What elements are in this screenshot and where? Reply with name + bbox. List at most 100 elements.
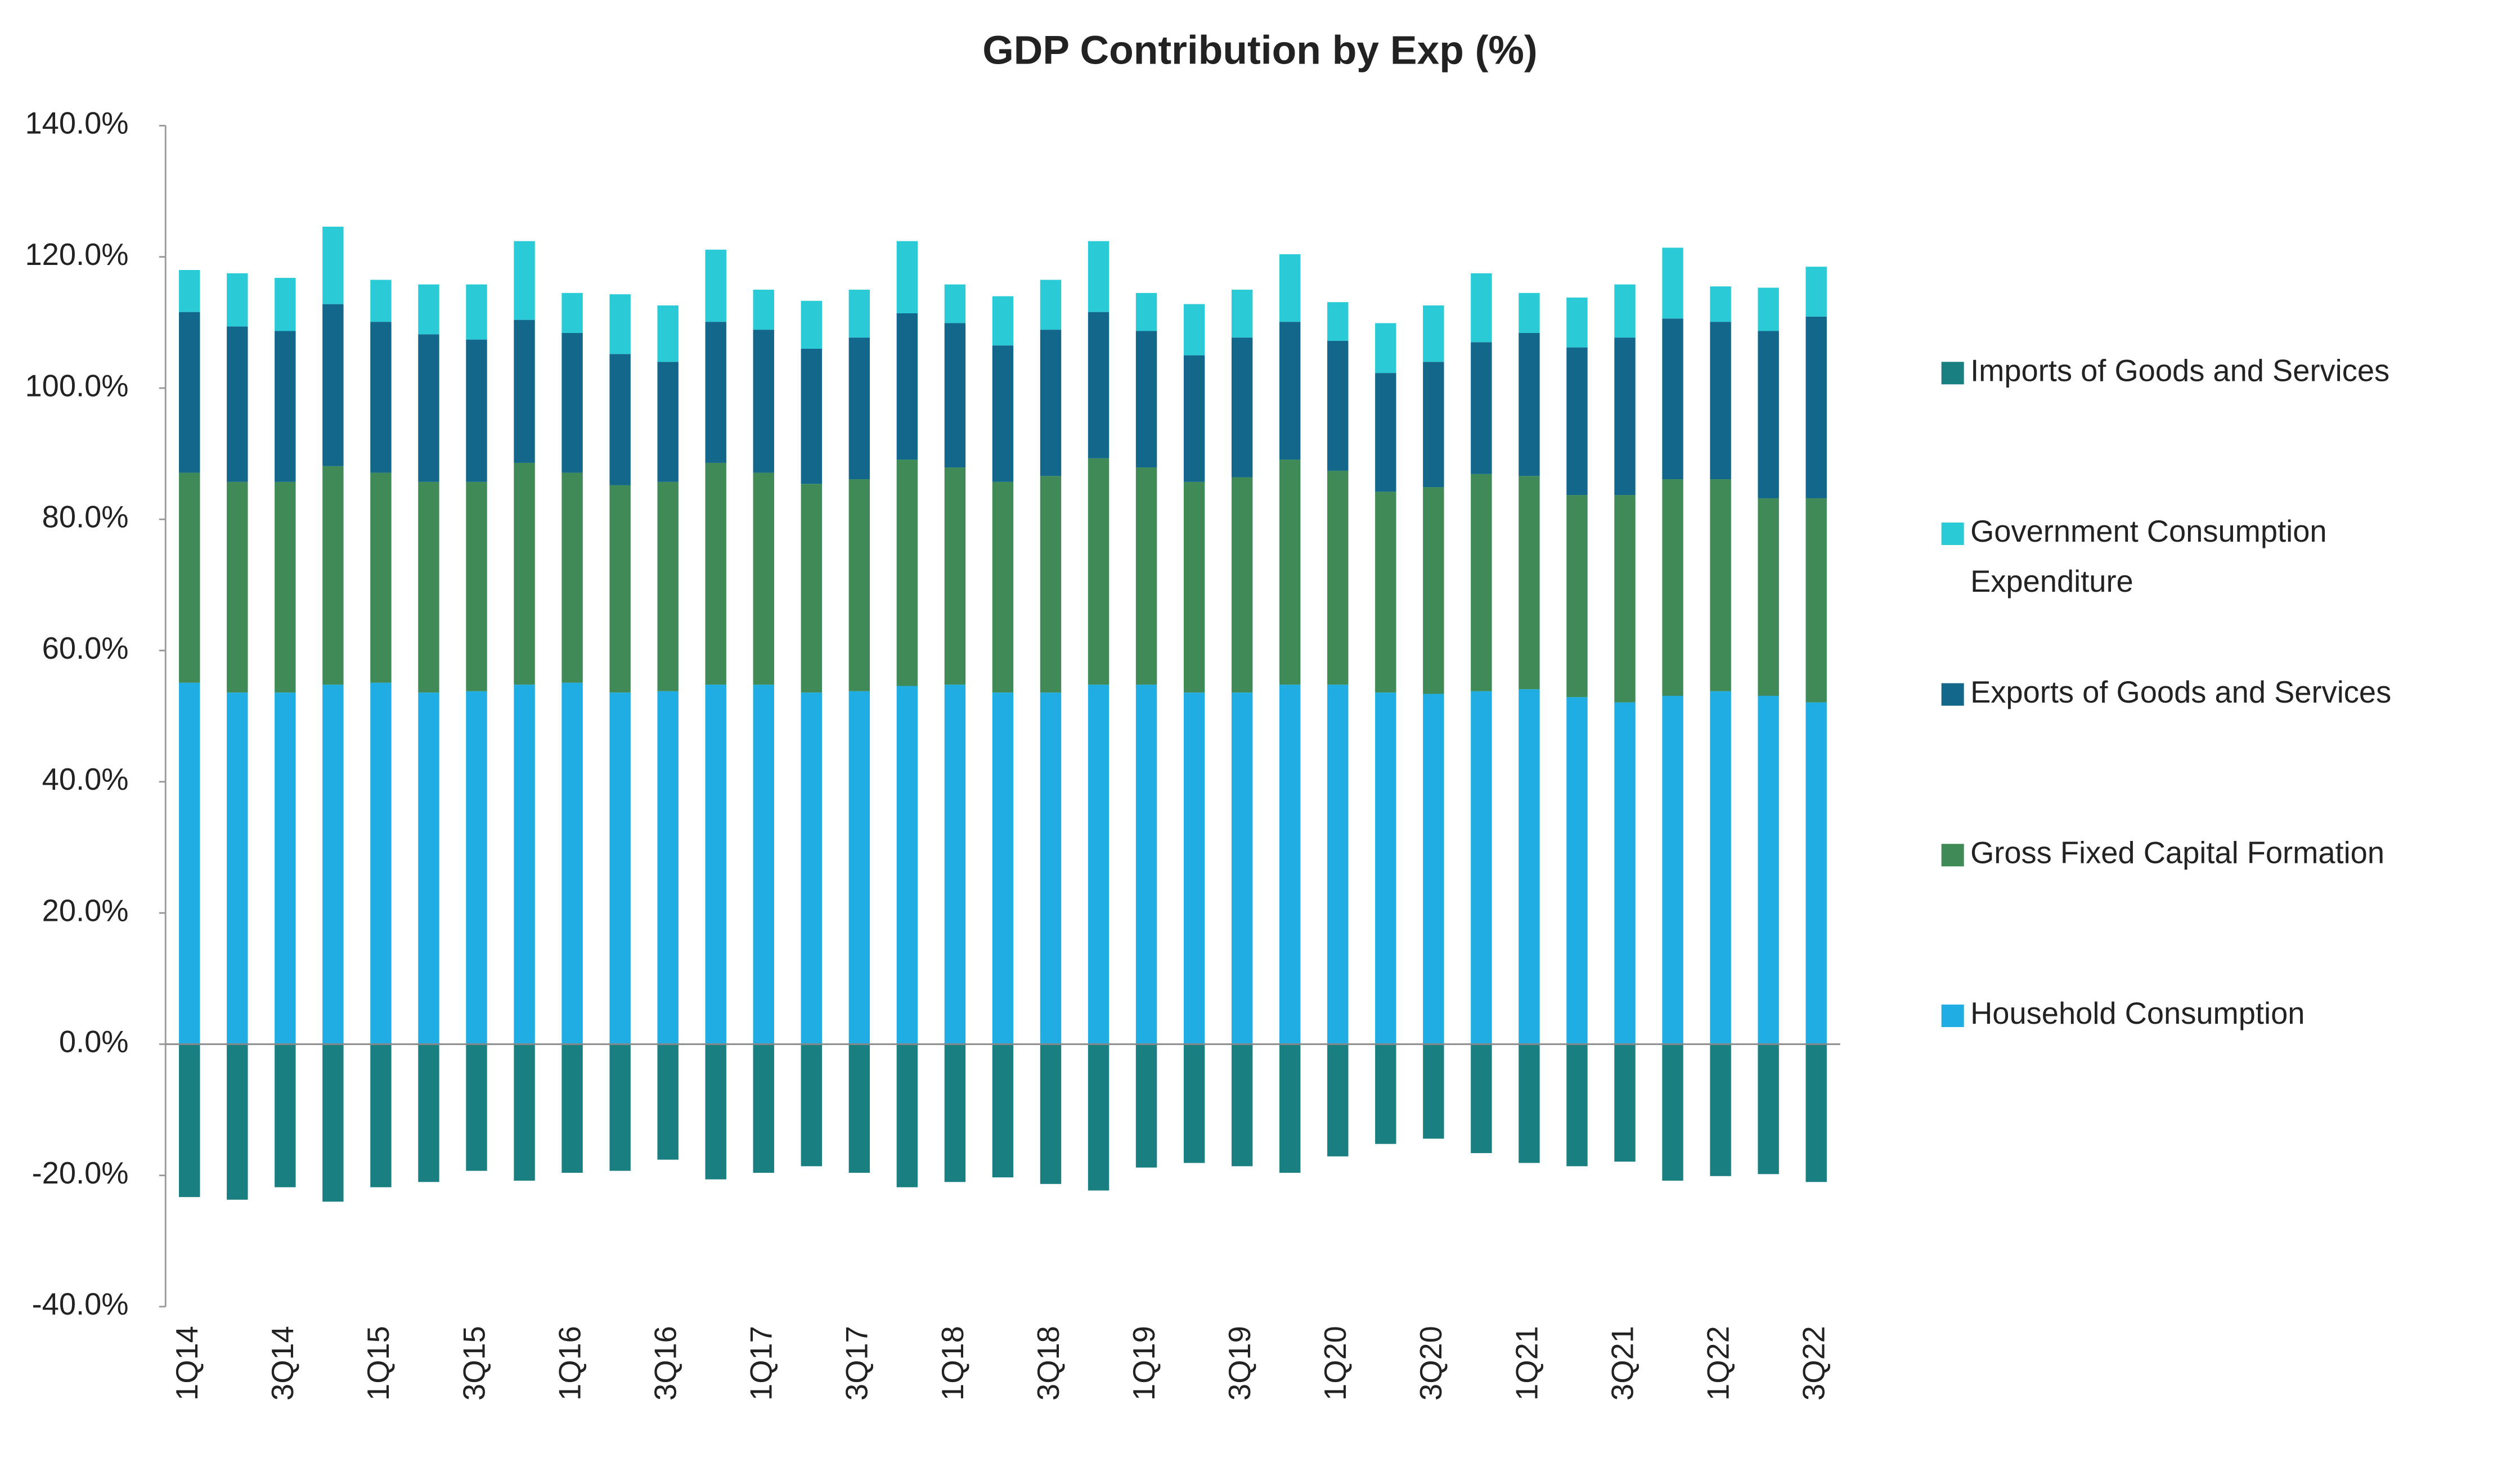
bar-segment bbox=[227, 1044, 248, 1200]
legend-entry: Exports of Goods and Services bbox=[1970, 677, 2392, 711]
bar-segment bbox=[1279, 685, 1301, 1045]
bar-segment bbox=[896, 460, 918, 686]
y-tick-label: 0.0% bbox=[59, 1025, 129, 1059]
bar-segment bbox=[179, 312, 200, 473]
bar-segment bbox=[1135, 685, 1157, 1045]
x-tick-label: 1Q14 bbox=[170, 1326, 204, 1401]
bar-segment bbox=[609, 692, 631, 1045]
bar-segment bbox=[705, 322, 726, 463]
bar-segment bbox=[1135, 331, 1157, 468]
bar-segment bbox=[1327, 470, 1349, 685]
bar-segment bbox=[1614, 338, 1636, 496]
bar-segment bbox=[466, 284, 487, 340]
legend-label: Exports of Goods and Services bbox=[1970, 677, 2392, 711]
bar-segment bbox=[370, 280, 392, 322]
bar-segment bbox=[275, 482, 296, 693]
bar-segment bbox=[1758, 695, 1779, 1045]
y-tick-label: 40.0% bbox=[42, 762, 129, 796]
legend-swatch bbox=[1941, 522, 1964, 545]
bar-segment bbox=[275, 1044, 296, 1187]
bar-segment bbox=[848, 691, 870, 1045]
bar-segment bbox=[562, 1044, 583, 1173]
bar-segment bbox=[1519, 292, 1540, 333]
bar-segment bbox=[322, 1044, 344, 1202]
x-tick-label: 3Q18 bbox=[1031, 1326, 1066, 1401]
legend-entry: Imports of Goods and Services bbox=[1970, 355, 2390, 389]
x-tick-label: 1Q18 bbox=[936, 1326, 970, 1401]
legend-label: Household Consumption bbox=[1970, 998, 2305, 1032]
bar-segment bbox=[1279, 460, 1301, 685]
bar-segment bbox=[1040, 476, 1062, 693]
bar-segment bbox=[322, 685, 344, 1045]
x-tick-label: 1Q20 bbox=[1318, 1326, 1353, 1401]
bar-segment bbox=[1375, 692, 1396, 1045]
bar-segment bbox=[418, 334, 439, 482]
bar-segment bbox=[179, 682, 200, 1045]
bar-segment bbox=[1183, 692, 1205, 1045]
bar-segment bbox=[1519, 1044, 1540, 1163]
bar-segment bbox=[657, 1044, 679, 1160]
bar-segment bbox=[370, 472, 392, 683]
bar-segment bbox=[1805, 498, 1827, 703]
y-tick-label: -40.0% bbox=[32, 1287, 129, 1321]
x-tick-label: 1Q22 bbox=[1701, 1326, 1735, 1401]
bar-segment bbox=[992, 296, 1014, 346]
bar-segment bbox=[944, 1044, 966, 1182]
bar-segment bbox=[944, 284, 966, 323]
bar-segment bbox=[562, 472, 583, 683]
bar-segment bbox=[1471, 691, 1492, 1045]
bar-segment bbox=[1088, 1044, 1109, 1191]
x-tick-label: 1Q19 bbox=[1127, 1326, 1161, 1401]
bar-segment bbox=[1471, 1044, 1492, 1153]
y-tick-label: 140.0% bbox=[25, 106, 128, 141]
bar-segment bbox=[657, 482, 679, 691]
bar-segment bbox=[1805, 316, 1827, 498]
bar-segment bbox=[1519, 476, 1540, 690]
bar-segment bbox=[1088, 685, 1109, 1045]
x-tick-label: 3Q15 bbox=[457, 1326, 491, 1401]
bar-segment bbox=[562, 332, 583, 473]
bar-segment bbox=[801, 692, 822, 1045]
bar-segment bbox=[609, 354, 631, 485]
y-tick-label: -20.0% bbox=[32, 1156, 129, 1190]
bar-segment bbox=[1805, 267, 1827, 317]
bar-segment bbox=[1040, 692, 1062, 1045]
bar-segment bbox=[896, 313, 918, 460]
bar-segment bbox=[1614, 495, 1636, 703]
bar-segment bbox=[753, 685, 774, 1045]
bar-segment bbox=[275, 692, 296, 1045]
bar-segment bbox=[1375, 323, 1396, 374]
bar-segment bbox=[1758, 498, 1779, 696]
bar-segment bbox=[179, 1044, 200, 1198]
bar-segment bbox=[1519, 332, 1540, 476]
bar-segment bbox=[275, 331, 296, 482]
bar-segment bbox=[562, 682, 583, 1045]
bar-segment bbox=[657, 305, 679, 362]
bar-segment bbox=[1758, 1044, 1779, 1174]
bar-segment bbox=[1375, 373, 1396, 492]
bar-segment bbox=[992, 345, 1014, 482]
bar-segment bbox=[657, 362, 679, 482]
bar-segment bbox=[992, 482, 1014, 693]
y-tick-label: 80.0% bbox=[42, 500, 129, 534]
legend-entry: Household Consumption bbox=[1970, 998, 2305, 1032]
bar-segment bbox=[1662, 695, 1683, 1045]
bar-segment bbox=[322, 466, 344, 685]
legend-label: Imports of Goods and Services bbox=[1970, 355, 2390, 389]
bar-segment bbox=[753, 1044, 774, 1173]
bar-segment bbox=[1662, 479, 1683, 696]
y-tick-label: 60.0% bbox=[42, 631, 129, 665]
bar-segment bbox=[944, 467, 966, 685]
bar-segment bbox=[753, 472, 774, 685]
bar-segment bbox=[609, 1044, 631, 1171]
bar-segment bbox=[1279, 254, 1301, 322]
x-tick-label: 1Q15 bbox=[361, 1326, 396, 1401]
bar-segment bbox=[1088, 312, 1109, 458]
bar-segment bbox=[944, 685, 966, 1045]
bar-segment bbox=[227, 692, 248, 1045]
bar-segment bbox=[1183, 355, 1205, 482]
bar-segment bbox=[466, 339, 487, 482]
bar-segment bbox=[1375, 1044, 1396, 1144]
bar-segment bbox=[1471, 342, 1492, 474]
bar-segment bbox=[1231, 477, 1253, 693]
